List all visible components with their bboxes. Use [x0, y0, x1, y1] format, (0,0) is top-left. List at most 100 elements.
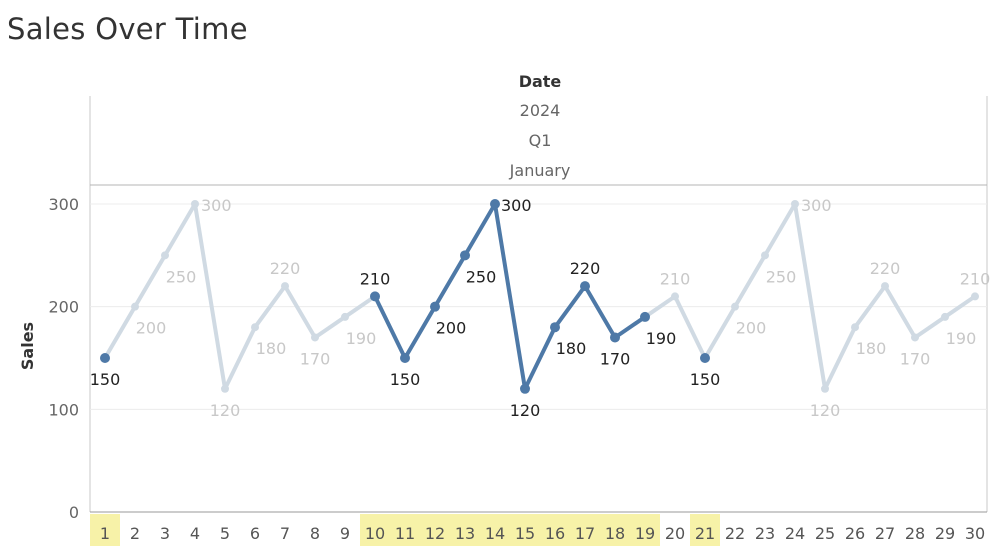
x-tick-label[interactable]: 1 [100, 524, 110, 543]
data-point[interactable] [580, 281, 590, 292]
x-tick-label[interactable]: 3 [160, 524, 170, 543]
data-label: 190 [346, 329, 377, 348]
header-date: Date [519, 72, 562, 91]
data-point[interactable] [941, 312, 949, 321]
x-tick-label[interactable]: 21 [695, 524, 715, 543]
data-point[interactable] [221, 384, 229, 393]
header-quarter: Q1 [529, 131, 552, 150]
x-tick-label[interactable]: 29 [935, 524, 955, 543]
x-tick-label[interactable]: 17 [575, 524, 595, 543]
data-point[interactable] [131, 302, 139, 311]
line-segment [853, 284, 887, 330]
data-label: 300 [501, 196, 532, 215]
x-tick-label[interactable]: 22 [725, 524, 745, 543]
data-point[interactable] [251, 323, 259, 332]
x-tick-label[interactable]: 4 [190, 524, 200, 543]
line-segment [583, 284, 617, 340]
data-label: 120 [810, 401, 841, 420]
y-tick-label: 100 [48, 400, 79, 419]
data-point[interactable] [851, 323, 859, 332]
data-point[interactable] [971, 292, 979, 301]
data-label: 300 [801, 196, 832, 215]
x-tick-label[interactable]: 15 [515, 524, 535, 543]
page-title: Sales Over Time [7, 12, 248, 46]
line-segment [493, 202, 527, 391]
line-segment [253, 284, 287, 330]
x-tick-label[interactable]: 7 [280, 524, 290, 543]
data-label: 120 [210, 401, 241, 420]
data-label: 190 [646, 329, 677, 348]
data-point[interactable] [821, 384, 829, 393]
x-tick-label[interactable]: 26 [845, 524, 865, 543]
x-tick-label[interactable]: 27 [875, 524, 895, 543]
data-point[interactable] [341, 312, 349, 321]
data-point[interactable] [791, 200, 799, 208]
x-tick-label[interactable]: 19 [635, 524, 655, 543]
x-tick-label[interactable]: 30 [965, 524, 985, 543]
data-label: 180 [256, 339, 287, 358]
data-point[interactable] [430, 301, 440, 312]
data-point[interactable] [460, 250, 470, 261]
x-axis-highlight-backgrounds [90, 514, 720, 546]
data-point[interactable] [311, 333, 319, 342]
x-tick-label[interactable]: 28 [905, 524, 925, 543]
data-point[interactable] [520, 383, 530, 394]
line-segment [433, 253, 467, 309]
data-point[interactable] [191, 200, 199, 208]
x-tick-highlight [90, 514, 120, 546]
line-segment [373, 294, 407, 360]
header-year: 2024 [520, 101, 561, 120]
x-tick-label[interactable]: 14 [485, 524, 505, 543]
line-segment [133, 253, 167, 309]
line-segment [703, 304, 737, 360]
data-label: 250 [466, 267, 497, 286]
x-tick-label[interactable]: 8 [310, 524, 320, 543]
line-segment [643, 294, 677, 319]
data-point[interactable] [370, 291, 380, 302]
x-tick-label[interactable]: 25 [815, 524, 835, 543]
data-point[interactable] [911, 333, 919, 342]
x-tick-highlight [690, 514, 720, 546]
data-point[interactable] [550, 322, 560, 333]
x-tick-label[interactable]: 24 [785, 524, 805, 543]
data-point[interactable] [731, 302, 739, 311]
data-point[interactable] [700, 353, 710, 363]
data-point[interactable] [610, 332, 620, 343]
line-segment [523, 325, 557, 391]
data-labels: 150 200 250 300 120 180 220 170 190 210 150 200 250 3… [90, 196, 991, 420]
x-tick-label[interactable]: 18 [605, 524, 625, 543]
line-segment [883, 284, 917, 340]
x-tick-label[interactable]: 11 [395, 524, 415, 543]
x-tick-label[interactable]: 23 [755, 524, 775, 543]
data-label: 200 [736, 319, 767, 338]
x-tick-label[interactable]: 12 [425, 524, 445, 543]
data-point[interactable] [490, 199, 500, 209]
x-tick-label[interactable]: 10 [365, 524, 385, 543]
line-segment [283, 284, 317, 340]
x-tick-label[interactable]: 16 [545, 524, 565, 543]
data-point[interactable] [671, 292, 679, 301]
x-tick-label[interactable]: 5 [220, 524, 230, 543]
data-label: 170 [600, 349, 631, 368]
data-point[interactable] [761, 251, 769, 260]
data-point[interactable] [100, 353, 110, 363]
line-segment [163, 202, 197, 258]
data-point[interactable] [281, 282, 289, 291]
x-tick-label[interactable]: 20 [665, 524, 685, 543]
data-point[interactable] [640, 311, 650, 322]
series-points [100, 199, 979, 394]
data-point[interactable] [161, 251, 169, 260]
data-point[interactable] [400, 353, 410, 363]
data-label: 180 [556, 339, 587, 358]
data-label: 210 [960, 269, 991, 288]
data-point[interactable] [881, 282, 889, 291]
data-label: 250 [166, 267, 197, 286]
x-tick-label[interactable]: 9 [340, 524, 350, 543]
data-label: 210 [660, 269, 691, 288]
x-tick-label[interactable]: 6 [250, 524, 260, 543]
line-segment [733, 253, 767, 309]
data-label: 300 [201, 196, 232, 215]
x-tick-label[interactable]: 2 [130, 524, 140, 543]
x-tick-label[interactable]: 13 [455, 524, 475, 543]
gridlines [90, 203, 987, 513]
